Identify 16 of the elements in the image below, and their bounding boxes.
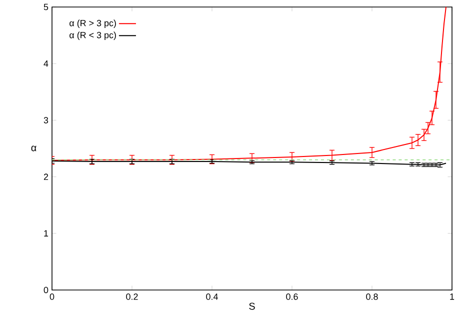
- y-tick-label: 1: [44, 230, 48, 236]
- y-tick-label: 0: [44, 286, 48, 294]
- x-axis-title: S: [249, 302, 255, 310]
- x-tick-label: 0.8: [366, 294, 378, 300]
- x-tick-label: 0.4: [206, 294, 218, 300]
- y-tick-label: 2: [44, 174, 48, 180]
- legend-label: α (R > 3 pc): [70, 20, 116, 28]
- y-axis-title: α: [31, 146, 36, 152]
- y-tick-label: 3: [44, 117, 48, 124]
- x-tick-label: 1: [450, 294, 454, 300]
- x-tick-label: 0.2: [126, 294, 138, 300]
- legend-label: α (R < 3 pc): [70, 32, 116, 40]
- x-tick-label: 0.6: [286, 294, 298, 300]
- y-tick-label: 4: [44, 60, 48, 67]
- x-tick-label: 0: [50, 294, 54, 300]
- y-tick-label: 5: [44, 4, 48, 10]
